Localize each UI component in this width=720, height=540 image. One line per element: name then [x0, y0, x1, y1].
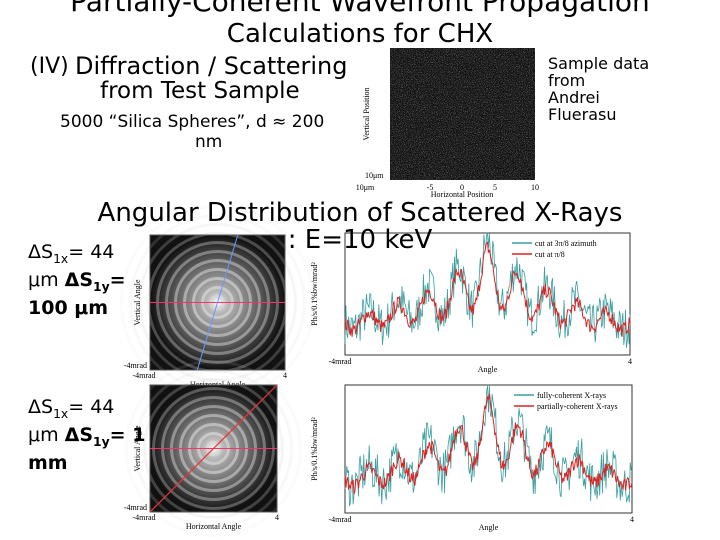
case-part: μm — [28, 423, 65, 446]
x-tick: 4 — [630, 515, 634, 524]
ring — [138, 223, 297, 382]
y-tick: 10μm — [365, 171, 384, 180]
title-line: Partially-Coherent Wavefront Propagation — [70, 0, 650, 18]
case-part: ΔS — [64, 268, 94, 291]
ring — [143, 378, 284, 519]
case-part: = — [109, 268, 126, 291]
case-part: 1x — [53, 251, 69, 266]
section-title: from Test Sample — [100, 78, 300, 104]
x-label: Angle — [479, 523, 499, 532]
x-tick: -5 — [427, 183, 434, 192]
case-part: ΔS — [28, 241, 54, 263]
case-part: ΔS — [64, 423, 94, 446]
x-label: Angle — [478, 365, 498, 374]
x-tick: 4 — [628, 357, 632, 366]
ring — [125, 360, 302, 537]
trace — [344, 241, 631, 337]
cut-plot: Angle Ph/s/0.1%bw/mrad² -4mrad 4 fully-coher… — [310, 384, 634, 532]
x-tick: -4mrad — [132, 371, 155, 380]
trace — [344, 384, 633, 507]
sample-noise — [390, 48, 535, 180]
y-label: Vertical Angle — [133, 279, 142, 325]
case-part: mm — [28, 451, 68, 474]
sample-text: nm — [195, 132, 223, 152]
section-title: Diffraction / Scattering — [75, 52, 348, 80]
x-tick: -4mrad — [328, 357, 351, 366]
trace — [344, 393, 633, 496]
legend-entry: cut at π/8 — [535, 250, 565, 259]
legend-entry: partially-coherent X-rays — [537, 402, 618, 411]
y-label: Ph/s/0.1%bw/mrad² — [310, 262, 319, 326]
cut-plot: Angle Ph/s/0.1%bw/mrad² -4mrad 4 cut at 3π/8… — [310, 232, 632, 374]
x-tick: 10 — [531, 183, 539, 192]
x-tick: 10μm — [356, 183, 375, 192]
case-part: ΔS — [28, 396, 54, 418]
x-label: Horizontal Angle — [186, 522, 242, 531]
x-tick: 5 — [493, 183, 497, 192]
x-tick: 0 — [460, 183, 464, 192]
case-label: ΔS1x= 44 μm ΔS1y= 100 μm — [28, 242, 126, 319]
legend-entry: cut at 3π/8 azimuth — [535, 239, 597, 248]
ring — [147, 232, 288, 373]
case-part: μm — [28, 268, 65, 291]
x-label: Horizontal Position — [431, 190, 493, 199]
section-number: (IV) — [30, 54, 69, 79]
note: Fluerasu — [548, 105, 617, 124]
ring — [134, 369, 293, 528]
sample-text: 5000 “Silica Spheres”, d ≈ 200 — [60, 112, 325, 132]
case-part: 1y — [93, 434, 110, 449]
case-label: ΔS1x= 44 μm ΔS1y= 1 mm — [28, 397, 145, 474]
note: Sample data — [548, 54, 650, 73]
diagonal-cut — [196, 234, 239, 371]
case-part: 1x — [53, 406, 69, 421]
y-label: Vertical Position — [362, 87, 371, 140]
x-tick: 4 — [275, 513, 279, 522]
y-tick: -4mrad — [124, 361, 147, 370]
x-tick: -4mrad — [328, 515, 351, 524]
note: Andrei — [548, 88, 600, 107]
x-tick: -4mrad — [132, 513, 155, 522]
legend-entry: fully-coherent X-rays — [537, 391, 606, 400]
heading: : E=10 keV — [287, 225, 433, 255]
title-line: Calculations for CHX — [226, 19, 494, 49]
heading: Angular Distribution of Scattered X-Rays — [97, 198, 623, 228]
case-part: = 1 — [109, 423, 146, 446]
y-label: Ph/s/0.1%bw/mrad² — [310, 417, 319, 481]
diagonal-cut — [149, 384, 278, 513]
case-part: = 44 — [68, 241, 115, 263]
ring-image: Horizontal Angle Vertical Angle -4mrad 4 -4m… — [124, 360, 302, 537]
y-tick: -4mrad — [124, 503, 147, 512]
case-part: = 44 — [68, 396, 115, 418]
y-label: Vertical Angle — [133, 425, 142, 471]
case-part: 1y — [93, 279, 110, 294]
note: from — [548, 71, 586, 90]
case-part: 100 μm — [28, 296, 109, 319]
x-tick: 4 — [283, 371, 287, 380]
